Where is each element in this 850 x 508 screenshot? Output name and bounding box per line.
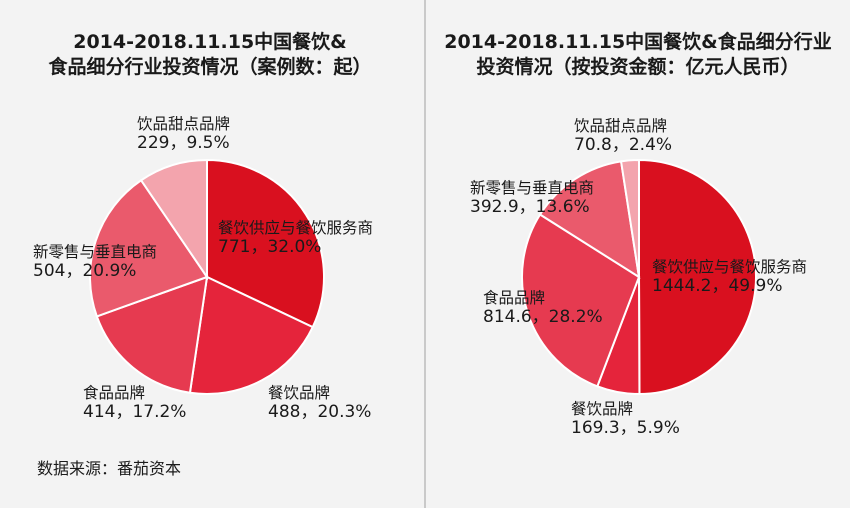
pie-slice-4 (619, 158, 640, 278)
slice-name: 新零售与垂直电商 (33, 243, 158, 261)
panel-divider (424, 0, 426, 508)
pie-slice-0 (206, 158, 325, 329)
slice-value: 1444.2，49.9% (652, 276, 783, 296)
slice-name: 新零售与垂直电商 (470, 179, 595, 197)
slice-value: 814.6，28.2% (483, 307, 603, 327)
left-label-new-retail: 新零售与垂直电商 504，20.9% (33, 243, 157, 281)
slice-name: 餐饮品牌 (268, 384, 331, 402)
left-label-catering-supply: 餐饮供应与餐饮服务商 771，32.0% (218, 219, 373, 257)
slice-name: 饮品甜点品牌 (574, 117, 668, 135)
right-label-catering-supply: 餐饮供应与餐饮服务商 1444.2，49.9% (652, 258, 807, 296)
data-source-note: 数据来源：番茄资本 (37, 459, 182, 478)
slice-value: 488，20.3% (268, 402, 372, 422)
slice-value: 771，32.0% (218, 237, 322, 257)
slice-value: 229，9.5% (137, 133, 230, 153)
slice-value: 504，20.9% (33, 261, 137, 281)
pie-slice-0 (638, 158, 757, 396)
left-label-drinks-dessert: 饮品甜点品牌 229，9.5% (137, 115, 230, 153)
right-label-food-brand: 食品品牌 814.6，28.2% (483, 289, 603, 327)
left-chart-title: 2014-2018.11.15中国餐饮& 食品细分行业投资情况（案例数：起） (48, 31, 372, 78)
pie-slice-2 (521, 213, 641, 388)
slice-name: 餐饮品牌 (571, 400, 634, 418)
right-label-new-retail: 新零售与垂直电商 392.9，13.6% (470, 179, 594, 217)
slice-value: 169.3，5.9% (571, 418, 680, 438)
slice-value: 414，17.2% (83, 402, 187, 422)
slice-name: 食品品牌 (83, 384, 146, 402)
slice-name: 食品品牌 (483, 289, 546, 307)
pie-slice-1 (188, 275, 315, 395)
right-label-drinks-dessert: 饮品甜点品牌 70.8，2.4% (574, 117, 672, 155)
slice-name: 餐饮供应与餐饮服务商 (652, 258, 808, 276)
pie-slice-3 (538, 160, 641, 280)
pie-slice-3 (89, 178, 209, 318)
slice-value: 70.8，2.4% (574, 135, 673, 155)
slice-name: 饮品甜点品牌 (137, 115, 231, 133)
pie-slice-2 (95, 275, 209, 394)
left-label-food-brand: 食品品牌 414，17.2% (83, 384, 186, 422)
slice-name: 餐饮供应与餐饮服务商 (218, 219, 374, 237)
left-label-catering-brand: 餐饮品牌 488，20.3% (268, 384, 371, 422)
right-label-catering-brand: 餐饮品牌 169.3，5.9% (571, 400, 680, 438)
slice-value: 392.9，13.6% (470, 197, 590, 217)
pie-slice-4 (139, 158, 208, 281)
right-chart-title: 2014-2018.11.15中国餐饮&食品细分行业 投资情况（按投资金额：亿元… (444, 31, 832, 78)
